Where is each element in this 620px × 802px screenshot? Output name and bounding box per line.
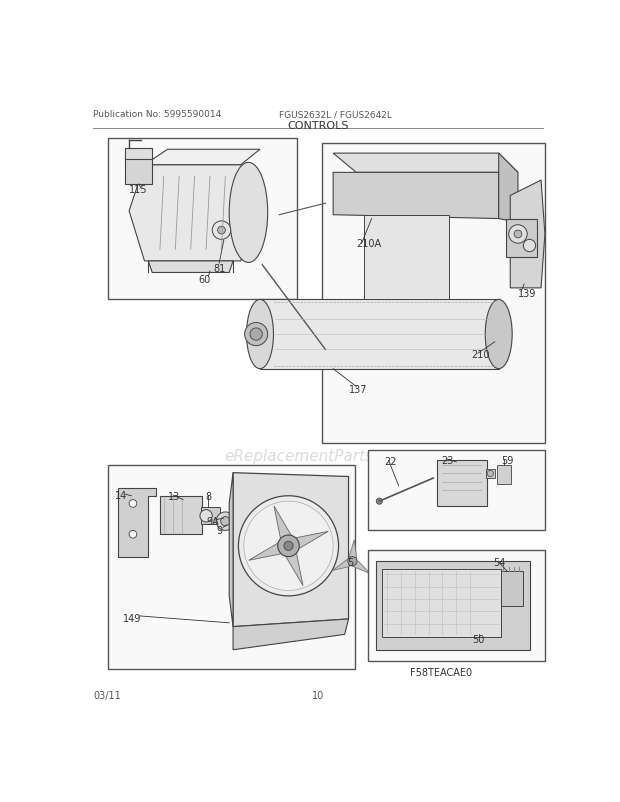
Text: 210: 210 (472, 350, 490, 360)
Circle shape (245, 323, 268, 346)
Ellipse shape (485, 300, 512, 369)
Text: 149: 149 (123, 613, 141, 623)
Text: 10: 10 (312, 690, 324, 700)
Text: 115: 115 (129, 184, 148, 195)
Polygon shape (233, 619, 348, 650)
Bar (485, 469, 495, 479)
Text: 9: 9 (216, 525, 222, 536)
Ellipse shape (247, 300, 273, 369)
Bar (507, 219, 537, 257)
Bar (125, 148, 152, 160)
Bar (497, 465, 511, 484)
Circle shape (129, 500, 137, 508)
Text: 54: 54 (494, 557, 506, 568)
Text: 60: 60 (198, 274, 211, 285)
Polygon shape (349, 540, 357, 561)
Polygon shape (333, 154, 518, 173)
Bar (108, 139, 297, 300)
Polygon shape (249, 540, 288, 561)
Circle shape (221, 517, 230, 526)
Circle shape (514, 231, 522, 238)
Polygon shape (333, 557, 352, 570)
Circle shape (508, 225, 527, 244)
Text: F58TEACAE0: F58TEACAE0 (410, 667, 472, 677)
Text: 210A: 210A (356, 238, 381, 249)
Text: 22: 22 (385, 457, 397, 467)
Text: 50: 50 (472, 634, 484, 645)
Text: FGUS2632L / FGUS2642L: FGUS2632L / FGUS2642L (279, 110, 392, 119)
Bar (376, 561, 529, 650)
Text: Publication No: 5995590014: Publication No: 5995590014 (93, 110, 221, 119)
Bar (201, 508, 220, 525)
Circle shape (200, 510, 212, 522)
Polygon shape (498, 154, 518, 223)
Circle shape (129, 531, 137, 538)
Circle shape (250, 329, 262, 341)
Circle shape (231, 512, 243, 524)
Text: 9A: 9A (206, 516, 219, 526)
Bar (160, 496, 202, 535)
Polygon shape (233, 473, 348, 627)
Circle shape (218, 227, 225, 235)
Text: 137: 137 (348, 385, 367, 395)
Circle shape (376, 499, 383, 504)
Circle shape (212, 221, 231, 240)
Polygon shape (510, 180, 545, 289)
Polygon shape (118, 488, 156, 557)
Text: 139: 139 (518, 289, 536, 298)
Text: 13: 13 (169, 492, 180, 501)
Circle shape (239, 496, 339, 596)
Polygon shape (148, 261, 233, 273)
Ellipse shape (229, 163, 268, 263)
Bar (382, 569, 501, 637)
Text: 81: 81 (214, 264, 226, 273)
Circle shape (278, 536, 299, 557)
Polygon shape (333, 173, 498, 219)
Text: 8: 8 (205, 492, 211, 501)
Circle shape (523, 240, 536, 253)
Circle shape (348, 557, 357, 566)
Polygon shape (274, 506, 295, 546)
Polygon shape (364, 216, 449, 300)
Circle shape (284, 541, 293, 551)
Bar (368, 450, 545, 531)
Circle shape (244, 501, 333, 591)
Polygon shape (129, 165, 260, 261)
Circle shape (216, 512, 234, 531)
Text: 5: 5 (347, 557, 353, 568)
Text: 03/11: 03/11 (93, 690, 121, 700)
Polygon shape (350, 561, 370, 574)
Circle shape (487, 471, 494, 477)
Text: eReplacementParts.com: eReplacementParts.com (224, 448, 411, 464)
Text: 23: 23 (441, 456, 453, 465)
Bar (108, 465, 355, 669)
Polygon shape (144, 150, 260, 165)
Bar (125, 158, 152, 184)
Bar (437, 460, 487, 506)
Bar (260, 300, 498, 369)
Bar (322, 144, 545, 444)
Bar (501, 572, 523, 606)
Polygon shape (229, 473, 233, 627)
Text: 59: 59 (501, 456, 513, 465)
Text: 14: 14 (115, 490, 126, 500)
Text: CONTROLS: CONTROLS (287, 121, 348, 131)
Polygon shape (288, 532, 328, 553)
Polygon shape (282, 546, 303, 586)
Bar (368, 550, 545, 662)
